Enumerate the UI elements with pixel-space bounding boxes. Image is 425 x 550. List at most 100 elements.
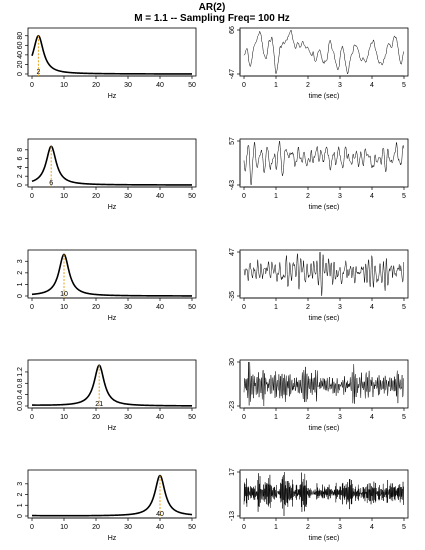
x-axis-label: Hz xyxy=(108,535,117,542)
x-tick-label: 3 xyxy=(338,524,342,531)
y-tick-label: 47 xyxy=(229,248,236,256)
x-axis-label: time (sec) xyxy=(309,535,340,542)
x-tick-label: 30 xyxy=(124,524,132,531)
x-tick-label: 10 xyxy=(60,524,68,531)
y-tick-label: 8 xyxy=(17,148,24,152)
y-tick-label: 1 xyxy=(17,503,24,507)
y-tick-label: -13 xyxy=(229,511,236,521)
x-tick-label: 5 xyxy=(402,524,406,531)
y-tick-label: -47 xyxy=(229,69,236,79)
x-tick-label: 0 xyxy=(242,304,246,311)
x-tick-label: 40 xyxy=(156,304,164,311)
figure-title: AR(2) xyxy=(199,2,226,13)
x-tick-label: 40 xyxy=(156,524,164,531)
spectrum-panel-3: 0 10 20 30 40 50 Hz 0 1 2 3 10 xyxy=(17,249,197,322)
y-tick-label: 40 xyxy=(17,51,24,59)
x-tick-label: 2 xyxy=(306,82,310,89)
plot-frame xyxy=(239,138,409,188)
x-tick-label: 1 xyxy=(274,304,278,311)
x-tick-label: 50 xyxy=(188,414,196,421)
spectrum-curve xyxy=(31,145,192,186)
y-tick-label: 17 xyxy=(229,468,236,476)
x-tick-label: 2 xyxy=(306,304,310,311)
time_series-panel-5: 0 1 2 3 4 5 time (sec) -13 17 xyxy=(229,468,409,542)
x-tick-label: 20 xyxy=(92,304,100,311)
x-tick-label: 40 xyxy=(156,193,164,200)
x-tick-label: 0 xyxy=(30,524,34,531)
x-tick-label: 5 xyxy=(402,193,406,200)
y-tick-label: 3 xyxy=(17,482,24,486)
x-tick-label: 4 xyxy=(370,193,374,200)
x-tick-label: 0 xyxy=(242,524,246,531)
x-axis-label: time (sec) xyxy=(309,315,340,322)
x-tick-label: 4 xyxy=(370,414,374,421)
x-tick-label: 40 xyxy=(156,82,164,89)
peak-label: 2 xyxy=(36,69,40,76)
x-tick-label: 10 xyxy=(60,304,68,311)
x-tick-label: 0 xyxy=(242,414,246,421)
plot-frame xyxy=(27,249,197,299)
x-tick-label: 10 xyxy=(60,82,68,89)
y-tick-label: 1.2 xyxy=(17,367,24,377)
x-axis-label: Hz xyxy=(108,425,117,432)
x-tick-label: 3 xyxy=(338,304,342,311)
x-tick-label: 10 xyxy=(60,193,68,200)
plot-frame xyxy=(27,138,197,188)
spectrum-panel-5: 0 10 20 30 40 50 Hz 0 1 2 3 40 xyxy=(17,469,197,542)
x-axis-label: time (sec) xyxy=(309,204,340,211)
x-tick-label: 50 xyxy=(188,524,196,531)
y-tick-label: 57 xyxy=(229,137,236,145)
y-tick-label: 80 xyxy=(17,32,24,40)
peak-label: 21 xyxy=(95,401,103,408)
x-tick-label: 5 xyxy=(402,304,406,311)
plot-frame xyxy=(239,359,409,409)
x-tick-label: 3 xyxy=(338,414,342,421)
time-series-line xyxy=(243,251,404,297)
plot-frame xyxy=(239,27,409,77)
x-tick-label: 3 xyxy=(338,193,342,200)
y-tick-label: 2 xyxy=(17,271,24,275)
y-tick-label: 0 xyxy=(17,514,24,518)
x-tick-label: 1 xyxy=(274,193,278,200)
time_series-panel-2: 0 1 2 3 4 5 time (sec) -43 57 xyxy=(229,137,409,211)
time-series-line xyxy=(243,29,404,75)
x-tick-label: 2 xyxy=(306,193,310,200)
x-tick-label: 30 xyxy=(124,82,132,89)
x-tick-label: 4 xyxy=(370,524,374,531)
x-tick-label: 0 xyxy=(30,82,34,89)
x-tick-label: 30 xyxy=(124,304,132,311)
peak-label: 10 xyxy=(60,291,68,298)
time_series-panel-3: 0 1 2 3 4 5 time (sec) -35 47 xyxy=(229,248,409,322)
x-tick-label: 2 xyxy=(306,414,310,421)
x-tick-label: 0 xyxy=(30,193,34,200)
spectrum-panel-2: 0 10 20 30 40 50 Hz 0 2 4 6 8 6 xyxy=(17,138,197,211)
y-tick-label: 0 xyxy=(17,294,24,298)
y-tick-label: -35 xyxy=(229,291,236,301)
x-tick-label: 3 xyxy=(338,82,342,89)
x-tick-label: 30 xyxy=(124,193,132,200)
y-tick-label: -43 xyxy=(229,180,236,190)
figure-subtitle: M = 1.1 -- Sampling Freq= 100 Hz xyxy=(134,13,290,24)
spectrum-curve xyxy=(32,474,193,517)
x-axis-label: Hz xyxy=(108,204,117,211)
x-axis-label: time (sec) xyxy=(309,425,340,432)
peak-label: 40 xyxy=(156,511,164,518)
peak-label: 6 xyxy=(49,180,53,187)
spectrum-panel-4: 0 10 20 30 40 50 Hz 0.00.4 0.81.2 21 xyxy=(17,359,197,432)
y-tick-label: 66 xyxy=(229,26,236,34)
spectrum-curve xyxy=(31,34,192,75)
x-tick-label: 4 xyxy=(370,304,374,311)
y-tick-label: 2 xyxy=(17,492,24,496)
x-tick-label: 0 xyxy=(242,82,246,89)
time_series-panel-4: 0 1 2 3 4 5 time (sec) -23 30 xyxy=(229,358,409,432)
time-series-line xyxy=(243,361,404,407)
x-tick-label: 2 xyxy=(306,524,310,531)
y-tick-label: 2 xyxy=(17,174,24,178)
x-tick-label: 30 xyxy=(124,414,132,421)
x-tick-label: 20 xyxy=(92,193,100,200)
spectrum-curve xyxy=(31,364,192,407)
x-tick-label: 0 xyxy=(30,304,34,311)
time_series-panel-1: 0 1 2 3 4 5 time (sec) -47 66 xyxy=(229,26,409,100)
